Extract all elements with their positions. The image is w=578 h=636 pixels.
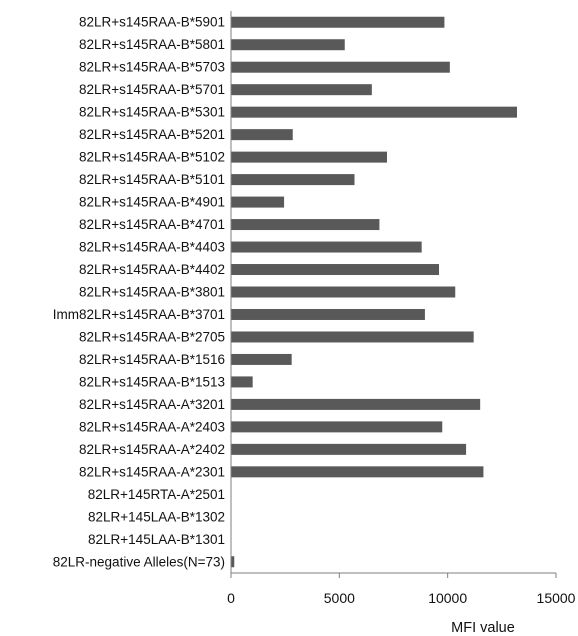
category-label: 82LR+s145RAA-B*4901 — [79, 195, 225, 210]
category-label: 82LR+s145RAA-B*1516 — [79, 352, 225, 367]
x-tick-label: 10000 — [428, 590, 467, 606]
bar — [231, 196, 285, 208]
bar — [231, 421, 443, 433]
category-label: 82LR+s145RAA-B*5102 — [79, 150, 225, 165]
x-tick-label: 0 — [227, 590, 235, 606]
bar — [231, 39, 345, 51]
bar — [231, 264, 439, 276]
bar — [231, 353, 292, 365]
category-label: 82LR+s145RAA-B*5701 — [79, 82, 225, 97]
x-axis-title: MFI value — [451, 620, 515, 636]
category-label: 82LR+145RTA-A*2501 — [88, 487, 225, 502]
category-label: 82LR+s145RAA-B*5101 — [79, 172, 225, 187]
bar — [231, 219, 380, 231]
x-ticks: 0 5000 10000 15000 — [227, 573, 576, 606]
category-label: 82LR+s145RAA-A*2301 — [79, 464, 225, 479]
bar — [231, 376, 253, 388]
bar — [231, 331, 474, 343]
category-label: 82LR+s145RAA-B*5703 — [79, 60, 225, 75]
category-label: 82LR+s145RAA-B*2705 — [79, 329, 225, 344]
bar — [231, 174, 355, 186]
category-label: 82LR+s145RAA-B*4402 — [79, 262, 225, 277]
category-label: 82LR-negative Alleles(N=73) — [53, 554, 225, 569]
bar — [231, 286, 456, 298]
category-label: 82LR+s145RAA-A*3201 — [79, 397, 225, 412]
bar — [231, 398, 481, 410]
category-label: 82LR+s145RAA-B*1513 — [79, 374, 225, 389]
category-label: 82LR+s145RAA-B*5801 — [79, 37, 225, 52]
bar — [231, 556, 235, 568]
category-label: 82LR+s145RAA-B*5901 — [79, 15, 225, 30]
bar — [231, 151, 387, 163]
bars — [231, 16, 517, 568]
category-label: 82LR+s145RAA-A*2403 — [79, 419, 225, 434]
x-tick-label: 5000 — [324, 590, 355, 606]
bar — [231, 129, 293, 141]
bar — [231, 106, 517, 118]
category-label: 82LR+s145RAA-B*3801 — [79, 285, 225, 300]
category-label: 82LR+s145RAA-A*2402 — [79, 442, 225, 457]
bar — [231, 308, 425, 320]
category-label: 82LR+145LAA-B*1301 — [88, 532, 225, 547]
category-label: 82LR+s145RAA-B*5301 — [79, 105, 225, 120]
bar — [231, 61, 450, 73]
bar — [231, 16, 445, 28]
bar — [231, 466, 484, 478]
category-label: Imm82LR+s145RAA-B*3701 — [53, 307, 225, 322]
bar — [231, 443, 467, 455]
bar — [231, 241, 422, 253]
bar — [231, 84, 372, 96]
category-label: 82LR+s145RAA-B*4403 — [79, 240, 225, 255]
category-labels: 82LR+s145RAA-B*5901 82LR+s145RAA-B*5801 82… — [53, 15, 225, 570]
x-tick-label: 15000 — [537, 590, 576, 606]
category-label: 82LR+s145RAA-B*4701 — [79, 217, 225, 232]
category-label: 82LR+s145RAA-B*5201 — [79, 127, 225, 142]
category-label: 82LR+145LAA-B*1302 — [88, 509, 225, 524]
